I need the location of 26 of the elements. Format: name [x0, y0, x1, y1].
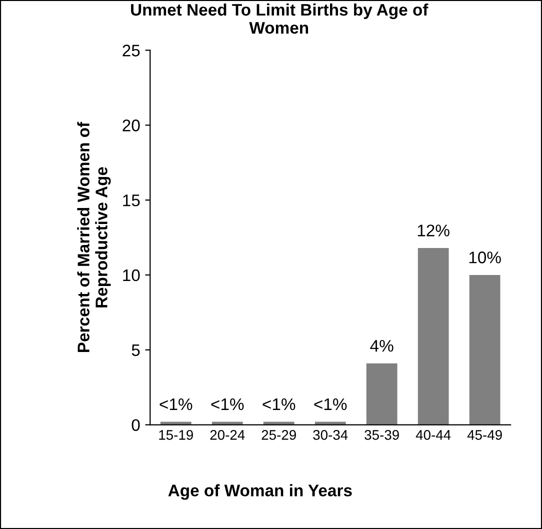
x-tick-label: 40-44	[416, 430, 451, 440]
bar	[418, 248, 449, 425]
data-label: <1%	[160, 398, 192, 410]
y-axis-title: Percent of Married Women of Reproductive Age	[77, 122, 111, 352]
y-tick-label: 5	[132, 344, 140, 356]
y-tick-label: 25	[122, 44, 140, 56]
data-label: <1%	[314, 398, 347, 410]
data-label: 12%	[418, 224, 450, 236]
x-tick-label: 25-29	[262, 430, 296, 440]
y-tick-label: 15	[123, 194, 140, 206]
x-tick-label: 45-49	[467, 430, 502, 440]
data-label: 10%	[469, 252, 501, 264]
chart-title: Unmet Need To Limit Births by Age of Women	[131, 3, 428, 34]
x-tick-label: 30-34	[313, 430, 348, 440]
x-tick-label: 15-19	[159, 430, 193, 440]
data-label: <1%	[262, 398, 296, 410]
x-tick-label: 35-39	[364, 430, 399, 440]
bar	[366, 363, 398, 425]
y-tick-label: 10	[123, 269, 140, 282]
x-tick-label: 20-24	[210, 430, 245, 440]
x-axis-title: Age of Woman in Years	[168, 484, 352, 500]
data-label: 4%	[370, 340, 394, 352]
data-label: <1%	[211, 398, 244, 410]
y-tick-label: 0	[132, 419, 140, 431]
y-tick-label: 20	[122, 120, 140, 132]
bar	[469, 274, 500, 425]
